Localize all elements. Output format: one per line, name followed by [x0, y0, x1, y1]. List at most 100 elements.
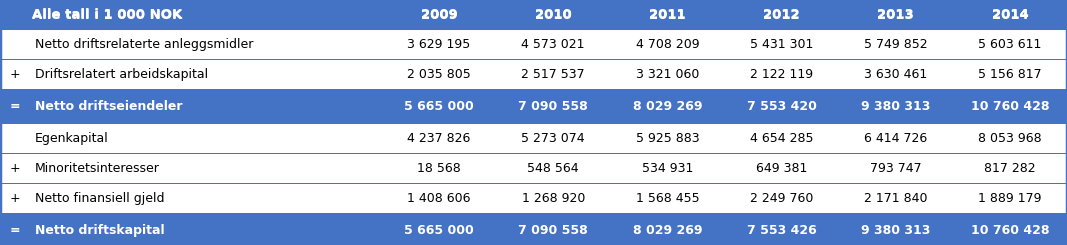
Bar — [30, 30, 382, 59]
Text: 5 749 852: 5 749 852 — [864, 38, 927, 51]
Bar — [496, 216, 610, 245]
Bar — [724, 0, 839, 31]
Text: 6 414 726: 6 414 726 — [864, 132, 927, 145]
Bar — [0, 92, 1067, 121]
Bar — [610, 61, 724, 89]
Bar — [382, 61, 496, 89]
Text: 2 517 537: 2 517 537 — [522, 68, 585, 81]
Text: 5 665 000: 5 665 000 — [404, 100, 474, 113]
Text: 18 568: 18 568 — [417, 162, 461, 175]
Text: 5 603 611: 5 603 611 — [978, 38, 1041, 51]
Bar — [496, 0, 610, 31]
Bar — [953, 154, 1067, 183]
Bar — [382, 92, 496, 121]
Text: 2013: 2013 — [877, 9, 914, 22]
Text: 817 282: 817 282 — [984, 162, 1036, 175]
Bar — [0, 154, 1067, 183]
Text: 2 249 760: 2 249 760 — [750, 192, 813, 205]
Text: 4 654 285: 4 654 285 — [750, 132, 813, 145]
Text: Netto driftskapital: Netto driftskapital — [35, 224, 164, 237]
Text: 9 380 313: 9 380 313 — [861, 100, 930, 113]
Text: 2 122 119: 2 122 119 — [750, 68, 813, 81]
Text: 1 408 606: 1 408 606 — [408, 192, 471, 205]
Bar — [839, 154, 953, 183]
Bar — [0, 30, 1067, 59]
Bar — [30, 124, 382, 153]
Text: 10 760 428: 10 760 428 — [971, 100, 1049, 113]
Bar — [382, 184, 496, 213]
Text: 2013: 2013 — [877, 8, 914, 21]
Text: 2014: 2014 — [991, 8, 1029, 21]
Text: 5 273 074: 5 273 074 — [522, 132, 585, 145]
Text: 8 053 968: 8 053 968 — [978, 132, 1041, 145]
Text: Alle tall i 1 000 NOK: Alle tall i 1 000 NOK — [32, 8, 182, 21]
Text: 5 156 817: 5 156 817 — [978, 68, 1041, 81]
Bar — [496, 61, 610, 89]
Text: Egenkapital: Egenkapital — [35, 132, 109, 145]
Bar — [839, 184, 953, 213]
Text: 2 171 840: 2 171 840 — [864, 192, 927, 205]
Bar — [382, 0, 496, 31]
Text: 5 925 883: 5 925 883 — [636, 132, 699, 145]
Text: 548 564: 548 564 — [527, 162, 579, 175]
Text: 3 630 461: 3 630 461 — [864, 68, 927, 81]
Text: Netto driftsrelaterte anleggsmidler: Netto driftsrelaterte anleggsmidler — [35, 38, 254, 51]
Bar — [0, 30, 30, 59]
Text: Driftsrelatert arbeidskapital: Driftsrelatert arbeidskapital — [35, 68, 208, 81]
Bar — [382, 0, 496, 29]
Bar — [610, 154, 724, 183]
Bar — [839, 61, 953, 89]
Text: 4 237 826: 4 237 826 — [408, 132, 471, 145]
Bar — [953, 61, 1067, 89]
Text: 8 029 269: 8 029 269 — [633, 224, 702, 237]
Text: 2010: 2010 — [535, 8, 572, 21]
Bar — [610, 30, 724, 59]
Bar — [953, 0, 1067, 29]
Bar — [724, 30, 839, 59]
Bar — [839, 92, 953, 121]
Bar — [0, 0, 382, 29]
Text: 1 268 920: 1 268 920 — [522, 192, 585, 205]
Bar — [610, 216, 724, 245]
Text: 5 431 301: 5 431 301 — [750, 38, 813, 51]
Bar — [30, 216, 382, 245]
Bar — [953, 0, 1067, 31]
Bar — [610, 124, 724, 153]
Text: 2012: 2012 — [763, 8, 800, 21]
Bar — [953, 124, 1067, 153]
Bar — [0, 61, 30, 89]
Bar — [610, 0, 724, 29]
Bar — [724, 154, 839, 183]
Bar — [839, 124, 953, 153]
Text: 793 747: 793 747 — [870, 162, 922, 175]
Bar — [724, 216, 839, 245]
Bar — [839, 0, 953, 29]
Text: 2011: 2011 — [649, 8, 686, 21]
Bar — [953, 30, 1067, 59]
Bar — [496, 30, 610, 59]
Bar — [724, 184, 839, 213]
Text: Netto driftseiendeler: Netto driftseiendeler — [35, 100, 182, 113]
Bar — [496, 124, 610, 153]
Bar — [0, 216, 30, 245]
Bar — [724, 124, 839, 153]
Text: 534 931: 534 931 — [641, 162, 694, 175]
Bar — [610, 92, 724, 121]
Text: 8 029 269: 8 029 269 — [633, 100, 702, 113]
Bar — [610, 184, 724, 213]
Text: +: + — [10, 162, 20, 175]
Bar — [382, 30, 496, 59]
Text: 7 090 558: 7 090 558 — [519, 100, 588, 113]
Text: 7 090 558: 7 090 558 — [519, 224, 588, 237]
Bar — [0, 216, 1067, 245]
Text: 2011: 2011 — [649, 9, 686, 22]
Text: 3 321 060: 3 321 060 — [636, 68, 699, 81]
Text: 7 553 420: 7 553 420 — [747, 100, 816, 113]
Bar — [30, 154, 382, 183]
Bar — [496, 92, 610, 121]
Text: 2009: 2009 — [420, 8, 458, 21]
Bar — [724, 92, 839, 121]
Bar — [496, 154, 610, 183]
Text: 1 568 455: 1 568 455 — [636, 192, 699, 205]
Text: 2009: 2009 — [420, 9, 458, 22]
